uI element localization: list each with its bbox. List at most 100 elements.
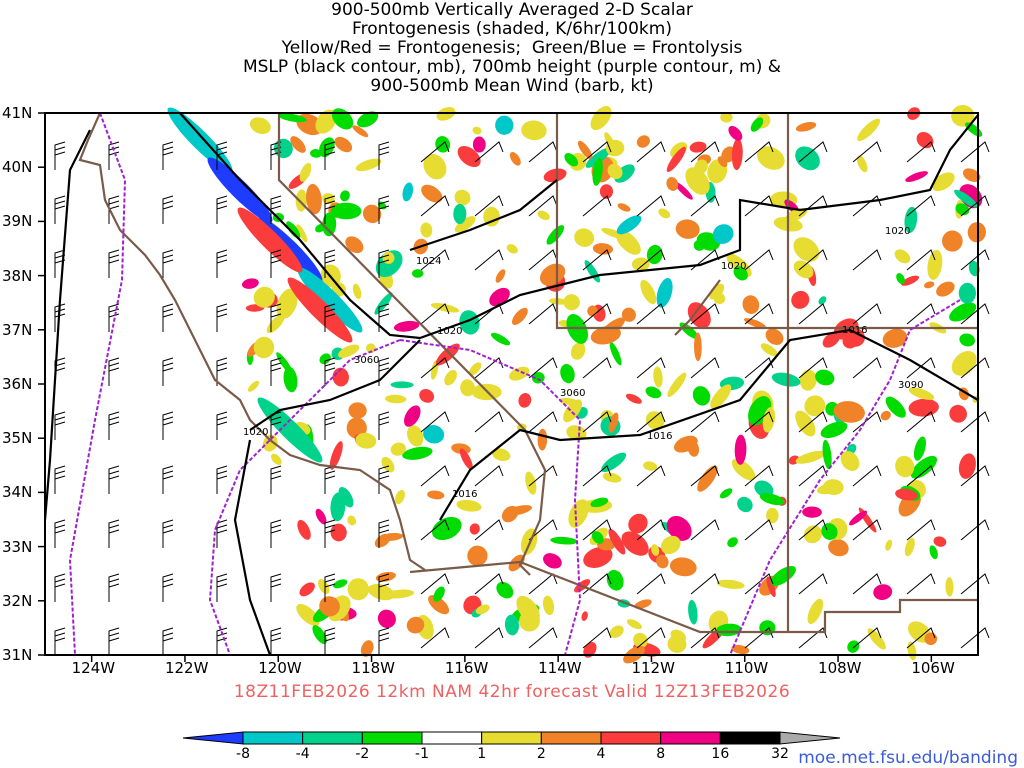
shade-cell [818,296,827,305]
shade-cell [727,537,738,548]
wind-barb [960,357,990,379]
wind-barb [378,519,390,548]
credit-link[interactable]: moe.met.fsu.edu/banding [798,748,1018,768]
shade-cell [495,115,514,135]
shade-cell [716,579,745,589]
shade-cell [658,208,671,219]
wind-barb [162,249,174,278]
wind-barb [528,141,558,163]
wind-barb [906,249,936,271]
shade-cell [849,510,868,526]
shade-cell [407,425,424,447]
wind-barb [798,573,828,595]
frontogenesis-shading [167,104,986,664]
shade-cell [688,599,698,625]
wind-barb [960,627,990,649]
shade-cell [904,537,915,557]
wind-barb [420,573,450,595]
map-frame [44,112,979,656]
shade-cell [628,513,648,534]
shade-cell [894,249,911,264]
shade-cell [954,189,978,208]
shade-cell [626,619,643,630]
shade-cell [673,435,698,453]
shade-cell [873,584,893,600]
wind-barb [324,519,336,548]
shade-cell [697,465,718,492]
shade-cell [539,263,566,286]
wind-barb [798,411,828,433]
shade-cell [271,453,282,465]
shade-cell [820,421,848,439]
lat-label: 37N [2,320,33,339]
shade-cell [857,118,881,142]
wind-barb [636,195,666,217]
wind-barb [798,357,828,379]
lon-label: 112W [631,659,675,677]
shade-cell [404,405,421,427]
shade-cell [666,177,679,191]
wind-barb [690,303,720,325]
wind-barb [378,303,390,332]
shade-cell [766,576,776,598]
lat-label: 32N [2,591,33,610]
title-line-4: MSLP (black contour, mb), 700mb height (… [242,57,782,77]
wind-barb [690,627,720,649]
shade-cell [330,492,346,522]
wind-barb [270,303,282,332]
shade-cell [423,425,445,444]
shade-cell [608,412,619,433]
wind-barb [378,357,390,386]
shade-cell [795,450,826,464]
shade-cell [532,372,545,384]
title-line-3: Yellow/Red = Frontogenesis; Green/Blue =… [281,38,743,58]
colorbar-label: 8 [656,746,666,762]
lon-label: 106W [911,659,955,677]
shade-cell [759,493,785,506]
lat-label: 34N [2,483,33,502]
wind-barb [798,141,828,163]
wind-barb [378,141,390,170]
mslp-label: 1016 [647,431,672,442]
shade-cell [352,125,369,138]
shade-cell [583,641,597,658]
lon-label: 110W [724,659,769,677]
shade-cell [717,156,728,168]
wind-barb [690,573,720,595]
wind-barb [324,627,336,656]
shade-cell [793,260,814,279]
shade-cell [315,109,337,134]
wind-barb [420,357,450,379]
shade-cell [822,439,832,470]
shade-cell [719,488,733,499]
shade-cell [454,189,471,206]
shade-cell [357,111,379,128]
shade-cell [867,628,886,650]
wind-barb [108,303,120,332]
shade-cell [428,595,450,615]
wind-barb [852,573,882,595]
wind-barb [270,249,282,278]
shade-cell [693,239,706,251]
shade-cell [444,370,457,386]
shade-cell [607,163,623,180]
shade-cell [329,441,343,470]
shade-cell [731,138,743,171]
shade-cell [548,298,568,305]
shade-cell [395,489,405,505]
wind-barb [54,141,66,170]
wind-barb [108,573,120,602]
shade-cell [506,244,518,254]
wind-barb [852,465,882,487]
wind-barb [636,357,666,379]
shade-cell [347,578,370,601]
shade-cell [905,171,928,182]
shade-cell [518,393,532,408]
shade-cell [605,139,625,157]
wind-barb [744,195,774,217]
shade-cell [651,544,660,556]
shade-cell [570,342,586,360]
chart-title: 900-500mb Vertically Averaged 2-D Scalar… [0,1,1024,96]
wind-barb [54,573,66,602]
shade-cell [337,344,360,358]
